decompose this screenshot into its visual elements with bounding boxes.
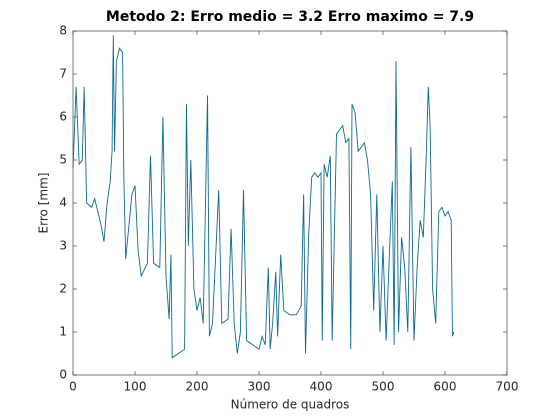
x-tick-label: 600 (434, 380, 457, 394)
y-tick-label: 5 (59, 153, 67, 167)
y-tick-label: 3 (59, 239, 67, 253)
x-tick-label: 700 (496, 380, 519, 394)
y-tick-label: 4 (59, 196, 67, 210)
y-tick-label: 1 (59, 325, 67, 339)
x-tick-label: 500 (372, 380, 395, 394)
y-tick-label: 2 (59, 282, 67, 296)
x-tick-label: 100 (124, 380, 147, 394)
y-tick-label: 6 (59, 110, 67, 124)
y-tick-label: 8 (59, 24, 67, 38)
y-tick-label: 7 (59, 67, 67, 81)
x-tick-label: 300 (248, 380, 271, 394)
y-tick-label: 0 (59, 368, 67, 382)
plot-area (72, 30, 508, 376)
chart-title: Metodo 2: Erro medio = 3.2 Erro maximo =… (106, 9, 474, 25)
x-axis-label: Número de quadros (231, 398, 350, 412)
x-tick-label: 200 (186, 380, 209, 394)
x-tick-label: 400 (310, 380, 333, 394)
data-line (72, 35, 455, 359)
x-tick-label: 0 (69, 380, 77, 394)
y-axis-label: Erro [mm] (37, 173, 51, 234)
